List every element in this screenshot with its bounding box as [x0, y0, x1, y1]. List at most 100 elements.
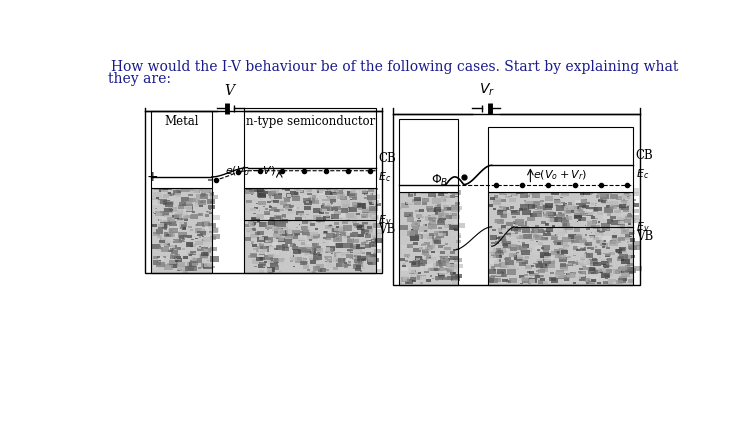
Bar [632, 209, 639, 213]
Bar [184, 215, 190, 218]
Bar [505, 195, 509, 198]
Bar [181, 186, 190, 191]
Bar [167, 201, 174, 205]
Bar [428, 208, 436, 213]
Bar [454, 229, 458, 232]
Bar [489, 197, 494, 200]
Bar [301, 226, 307, 230]
Bar [328, 225, 331, 228]
Bar [572, 208, 574, 209]
Bar [444, 224, 451, 228]
Bar [169, 260, 176, 264]
Bar [411, 235, 414, 237]
Bar [247, 230, 253, 233]
Bar [178, 232, 187, 238]
Bar [277, 246, 281, 248]
Bar [156, 247, 164, 251]
Bar [443, 206, 449, 209]
Bar [566, 215, 568, 217]
Bar [154, 213, 156, 214]
Bar [540, 266, 543, 268]
Bar [304, 244, 309, 247]
Bar [568, 261, 576, 265]
Bar [450, 251, 455, 254]
Bar [512, 247, 517, 250]
Bar [334, 188, 338, 191]
Bar [311, 247, 314, 248]
Bar [596, 240, 600, 243]
Bar [286, 206, 292, 210]
Bar [155, 263, 164, 268]
Bar [411, 221, 420, 227]
Bar [415, 223, 418, 225]
Bar [317, 246, 320, 247]
Bar [256, 247, 265, 252]
Bar [488, 192, 633, 285]
Bar [588, 236, 594, 240]
Bar [332, 192, 337, 195]
Bar [352, 187, 356, 190]
Bar [428, 224, 437, 229]
Bar [597, 282, 601, 284]
Bar [586, 212, 593, 216]
Bar [543, 281, 548, 284]
Bar [160, 240, 162, 242]
Bar [306, 247, 314, 251]
Bar [263, 246, 268, 249]
Bar [196, 224, 198, 226]
Bar [155, 211, 164, 216]
Bar [524, 227, 532, 231]
Bar [431, 214, 440, 219]
Bar [209, 228, 218, 233]
Bar [406, 201, 411, 204]
Bar [597, 192, 606, 197]
Bar [602, 243, 606, 245]
Bar [521, 226, 528, 230]
Bar [344, 235, 350, 238]
Bar [158, 219, 162, 221]
Bar [371, 200, 379, 204]
Bar [542, 230, 548, 233]
Bar [357, 225, 364, 230]
Bar [450, 213, 453, 214]
Bar [588, 274, 592, 276]
Bar [411, 262, 418, 265]
Bar [522, 228, 531, 233]
Bar [300, 214, 302, 216]
Bar [326, 262, 333, 266]
Bar [427, 249, 429, 250]
Bar [368, 226, 371, 229]
Bar [167, 201, 172, 204]
Bar [619, 278, 626, 283]
Bar [306, 191, 308, 192]
Bar [169, 232, 171, 234]
Bar [404, 254, 410, 257]
Bar [628, 196, 629, 198]
Bar [415, 256, 423, 261]
Bar [298, 249, 305, 253]
Bar [157, 256, 160, 258]
Bar [401, 277, 408, 282]
Bar [292, 247, 298, 250]
Bar [565, 277, 571, 281]
Bar [440, 262, 450, 267]
Bar [368, 188, 374, 192]
Bar [616, 280, 623, 284]
Bar [550, 272, 554, 274]
Bar [317, 269, 322, 272]
Bar [316, 185, 325, 191]
Bar [593, 262, 601, 266]
Bar [350, 232, 357, 236]
Bar [456, 248, 460, 250]
Bar [318, 221, 321, 223]
Bar [210, 198, 212, 200]
Bar [616, 250, 622, 253]
Bar [588, 223, 591, 225]
Bar [363, 212, 365, 213]
Bar [591, 192, 593, 194]
Bar [531, 227, 532, 228]
Bar [153, 192, 162, 198]
Bar [303, 258, 307, 260]
Bar [161, 247, 169, 251]
Bar [621, 255, 625, 258]
